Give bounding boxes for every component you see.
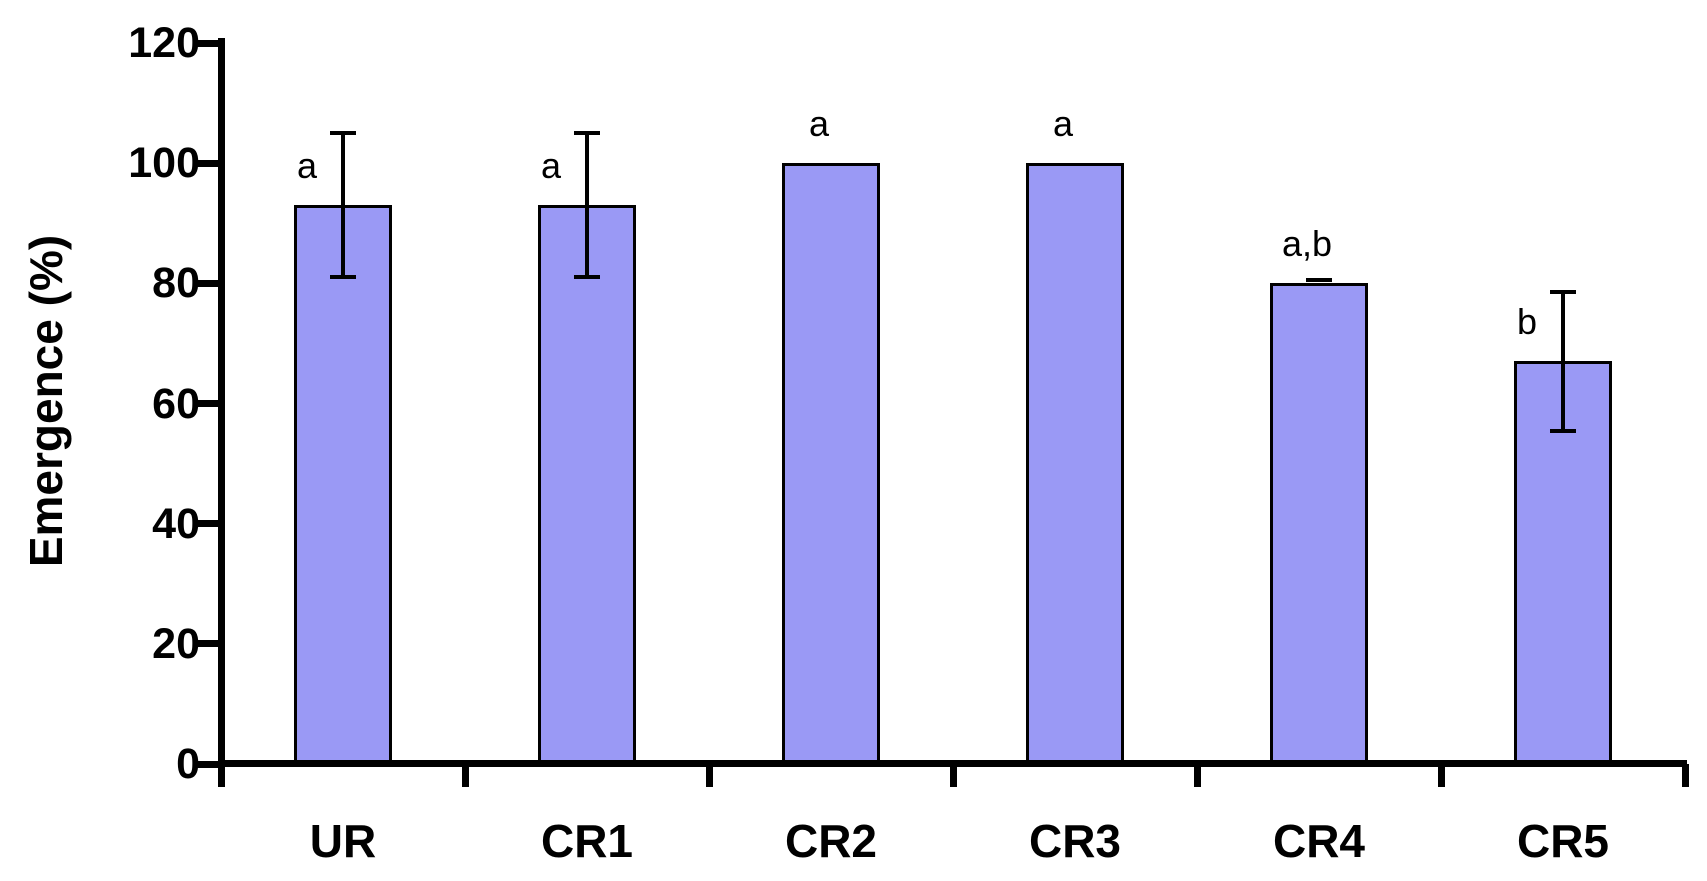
bar-CR4 [1270,283,1368,764]
y-axis-tick-label-60: 60 [152,379,200,428]
y-axis-tick-60 [195,400,222,407]
y-axis-tick-80 [195,279,222,287]
x-axis-boundary-tick [1681,764,1689,787]
error-bar-bottom-cap-CR1 [574,275,600,280]
bar-CR2 [782,163,880,764]
x-axis-line [218,760,1687,767]
bar-CR3 [1026,163,1124,764]
y-axis-tick-120 [195,39,222,47]
x-axis-boundary-tick [1437,764,1445,787]
x-axis-label-CR3: CR3 [1028,815,1122,867]
x-axis-boundary-tick [461,764,469,787]
sig-letter-UR: a [296,145,318,187]
x-axis-boundary-tick [949,764,957,787]
y-axis-tick-0 [195,760,222,768]
sig-letter-CR4: a,b [1281,223,1333,265]
y-axis-tick-label-40: 40 [152,499,200,548]
x-axis-label-CR4: CR4 [1272,815,1366,867]
y-axis-tick-label-100: 100 [128,139,200,188]
x-axis-boundary-tick [1193,764,1201,787]
sig-letter-CR2: a [808,103,830,145]
sig-letter-CR5: b [1516,301,1538,343]
y-axis-tick-label-120: 120 [128,19,200,67]
x-axis-boundary-tick [217,764,225,787]
sig-letter-CR3: a [1052,103,1074,145]
y-axis-tick-20 [195,640,222,648]
bar-UR [294,205,392,764]
x-axis-label-UR: UR [309,815,377,867]
x-axis-boundary-tick [705,764,713,787]
error-bar-bottom-cap-UR [330,275,356,280]
x-axis-label-CR2: CR2 [784,815,878,867]
y-axis-tick-label-20: 20 [152,619,200,668]
y-axis-tick-label-0: 0 [176,740,200,788]
error-bar-line-CR1 [585,133,589,278]
x-axis-label-CR5: CR5 [1516,815,1610,867]
y-axis-tick-label-80: 80 [152,259,200,308]
error-bar-line-CR5 [1561,292,1565,431]
error-bar-bottom-cap-CR5 [1550,428,1576,433]
y-axis-tick-40 [195,520,222,528]
error-bar-line-UR [341,133,345,278]
sig-letter-CR1: a [540,145,562,187]
x-axis-label-CR1: CR1 [540,815,634,867]
bar-CR1 [538,205,636,764]
error-bar-top-cap-CR4 [1306,278,1332,283]
y-axis-tick-100 [195,159,222,167]
